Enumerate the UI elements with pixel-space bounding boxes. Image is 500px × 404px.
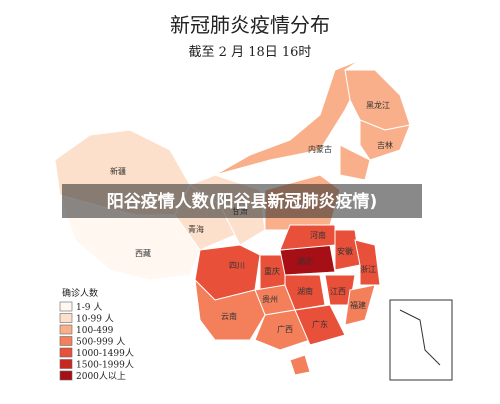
province-label: 福建 <box>350 300 366 310</box>
province-label: 浙江 <box>360 264 376 274</box>
legend-label: 500-999 人 <box>76 337 125 348</box>
province-label: 内蒙古 <box>308 144 332 154</box>
legend-label: 1-9 人 <box>76 302 102 313</box>
legend-label: 10-99 人 <box>76 314 114 325</box>
province-label: 新疆 <box>110 166 126 176</box>
province-label: 安徽 <box>337 246 353 256</box>
legend-swatch <box>59 301 73 312</box>
province-label: 湖北 <box>297 257 313 266</box>
legend-swatch <box>59 347 73 358</box>
province-label: 河南 <box>310 230 326 240</box>
legend-label: 2000人以上 <box>76 371 126 382</box>
title: 新冠肺炎疫情分布 <box>170 13 330 37</box>
legend-swatch <box>59 370 73 381</box>
banner: 阳谷疫情人数(阳谷县新冠肺炎疫情) <box>107 191 378 212</box>
province-label: 四川 <box>229 261 245 270</box>
province-label: 江西 <box>330 287 346 296</box>
legend-label: 100-499 <box>76 326 114 336</box>
map <box>54 59 453 381</box>
province-label: 贵州 <box>262 294 278 304</box>
legend-label: 1000-1499人 <box>76 348 134 359</box>
province-label: 吉林 <box>377 140 393 150</box>
legend-swatch <box>59 324 73 335</box>
legend-swatch <box>59 313 73 323</box>
legend-swatch <box>59 336 73 346</box>
legend-label: 1500-1999人 <box>76 360 134 371</box>
banner-bg <box>62 184 422 218</box>
province-label: 广西 <box>277 324 293 334</box>
province-label: 西藏 <box>135 248 151 258</box>
province-label: 湖南 <box>297 286 313 296</box>
legend-swatch <box>59 359 73 369</box>
legend-title: 确诊人数 <box>62 287 98 299</box>
province-label: 广东 <box>312 319 328 329</box>
province-label: 黑龙江 <box>366 100 390 110</box>
province-label: 重庆 <box>264 266 280 276</box>
province-label: 云南 <box>221 311 237 321</box>
subtitle: 截至 2 月 18日 16时 <box>189 45 312 60</box>
province-label: 青海 <box>188 224 204 234</box>
